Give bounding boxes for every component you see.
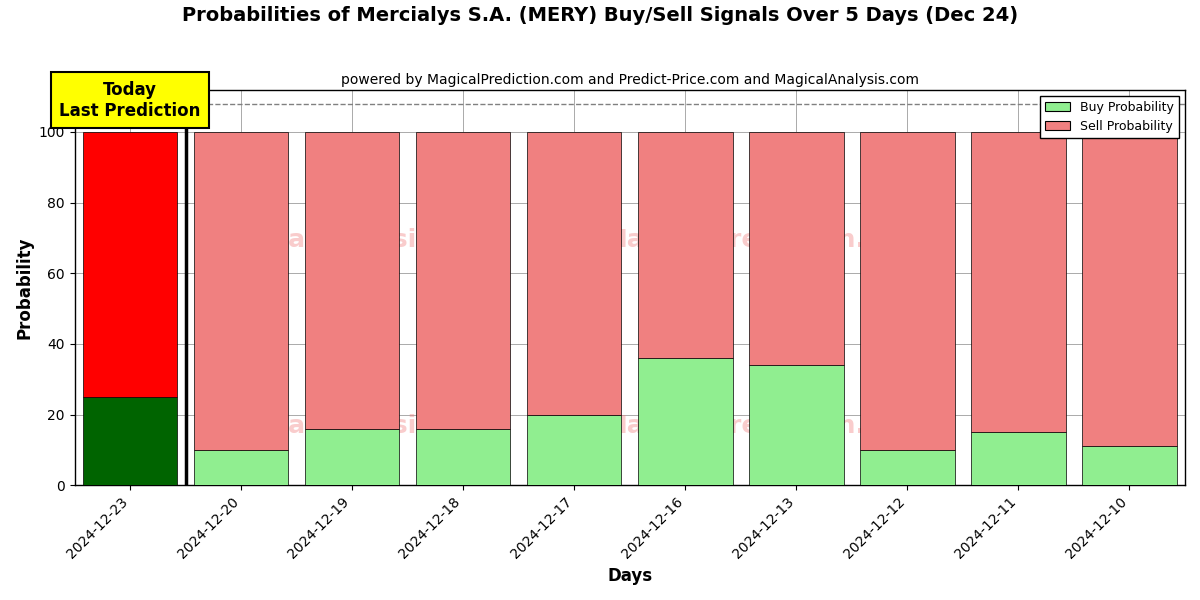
Bar xyxy=(971,432,1066,485)
Bar xyxy=(194,450,288,485)
Bar xyxy=(860,450,955,485)
Legend: Buy Probability, Sell Probability: Buy Probability, Sell Probability xyxy=(1040,96,1178,138)
Bar xyxy=(527,415,622,485)
Text: Today
Last Prediction: Today Last Prediction xyxy=(60,81,200,119)
Bar xyxy=(194,132,288,450)
Bar xyxy=(305,428,400,485)
Bar xyxy=(83,132,178,397)
Bar xyxy=(749,132,844,365)
Text: MagicalPrediction.com: MagicalPrediction.com xyxy=(602,414,924,438)
Bar xyxy=(638,132,732,358)
Bar xyxy=(83,397,178,485)
Text: Probabilities of Mercialys S.A. (MERY) Buy/Sell Signals Over 5 Days (Dec 24): Probabilities of Mercialys S.A. (MERY) B… xyxy=(182,6,1018,25)
X-axis label: Days: Days xyxy=(607,567,653,585)
Bar xyxy=(1082,446,1177,485)
Title: powered by MagicalPrediction.com and Predict-Price.com and MagicalAnalysis.com: powered by MagicalPrediction.com and Pre… xyxy=(341,73,919,87)
Text: MagicalAnalysis.com: MagicalAnalysis.com xyxy=(205,414,499,438)
Bar xyxy=(638,358,732,485)
Bar xyxy=(749,365,844,485)
Bar xyxy=(527,132,622,415)
Bar xyxy=(416,132,510,428)
Text: MagicalPrediction.com: MagicalPrediction.com xyxy=(602,228,924,252)
Bar xyxy=(860,132,955,450)
Bar xyxy=(416,428,510,485)
Bar xyxy=(971,132,1066,432)
Text: MagicalAnalysis.com: MagicalAnalysis.com xyxy=(205,228,499,252)
Y-axis label: Probability: Probability xyxy=(16,236,34,338)
Bar xyxy=(305,132,400,428)
Bar xyxy=(1082,132,1177,446)
